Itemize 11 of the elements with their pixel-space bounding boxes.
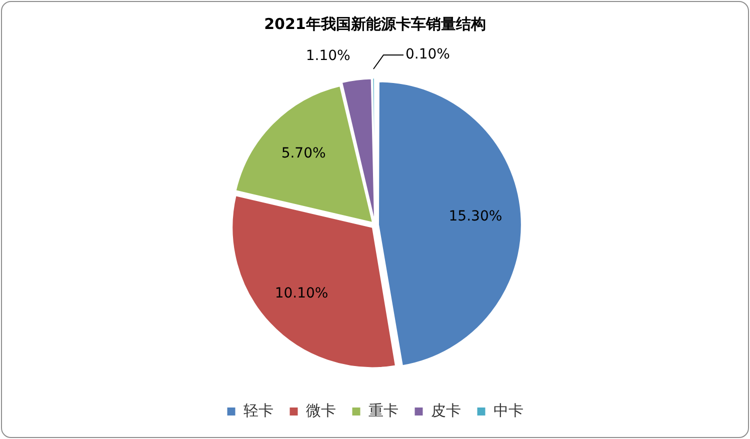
legend-label: 轻卡 (243, 401, 274, 420)
data-label: 5.70% (281, 146, 326, 162)
legend-label: 重卡 (368, 401, 398, 420)
legend-label: 微卡 (306, 401, 336, 420)
chart-title: 2021年我国新能源卡车销量结构 (264, 14, 486, 33)
data-label: 1.10% (306, 48, 350, 64)
legend-label: 中卡 (493, 401, 524, 420)
data-label: 10.10% (274, 286, 328, 302)
legend-label: 皮卡 (430, 401, 461, 420)
data-label: 0.10% (405, 46, 450, 63)
data-label: 15.30% (448, 208, 502, 224)
